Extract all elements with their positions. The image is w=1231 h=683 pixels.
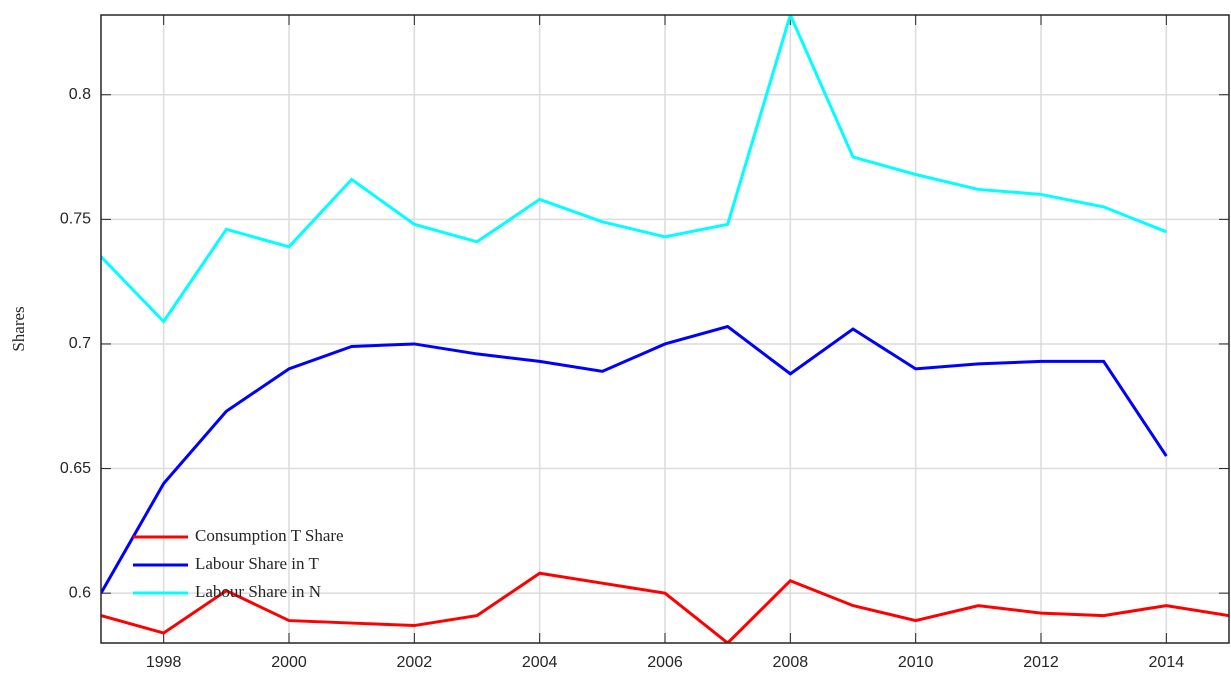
legend-label: Labour Share in T: [195, 554, 319, 573]
data-line: [101, 571, 1229, 643]
x-tick-label: 2010: [898, 654, 934, 671]
x-tick-label: 1998: [146, 654, 182, 671]
x-tick-label: 2002: [397, 654, 433, 671]
y-tick-label: 0.8: [69, 86, 91, 103]
y-tick-label: 0.7: [69, 335, 91, 352]
x-tick-label: 2004: [522, 654, 558, 671]
y-tick-label: 0.75: [60, 211, 91, 228]
x-tick-label: 2014: [1149, 654, 1185, 671]
data-line: [101, 15, 1167, 324]
x-tick-label: 2012: [1023, 654, 1059, 671]
y-tick-label: 0.6: [69, 584, 91, 601]
x-tick-label: 2000: [271, 654, 307, 671]
x-tick-label: 2006: [647, 654, 683, 671]
plot-frame: [100, 14, 1230, 644]
x-tick-label: 2008: [773, 654, 809, 671]
plot-lines: [101, 15, 1229, 643]
legend-label: Labour Share in N: [195, 582, 321, 601]
y-tick-label: 0.65: [60, 460, 91, 477]
legend-label: Consumption T Share: [195, 526, 344, 545]
y-axis-label: Shares: [9, 306, 28, 351]
data-line: [101, 324, 1168, 594]
